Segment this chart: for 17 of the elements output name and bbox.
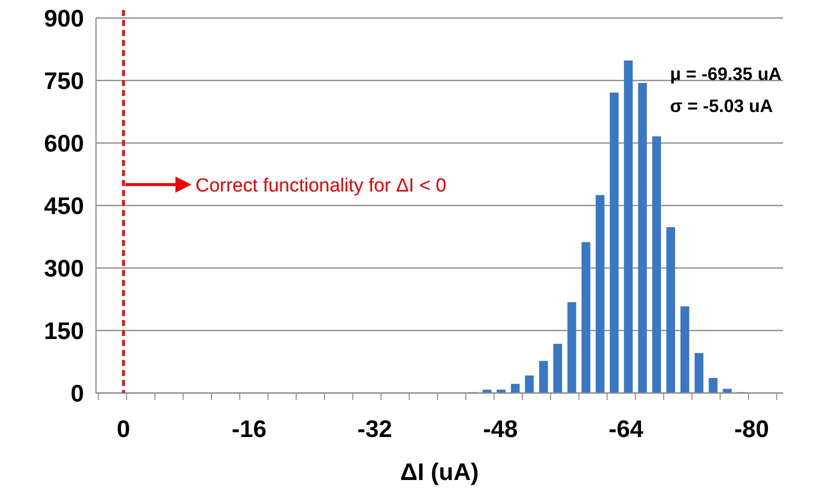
x-tick-label: -80 [734, 416, 769, 443]
x-tick-label: -64 [608, 416, 644, 443]
y-tick-label: 300 [44, 255, 84, 282]
x-tick-label: -48 [483, 416, 518, 443]
y-tick-label: 900 [44, 5, 84, 32]
x-tick-label: -32 [357, 416, 392, 443]
annotation: μ = -69.35 uA [670, 64, 782, 84]
y-tick-label: 150 [44, 318, 84, 345]
x-axis-title: ΔI (uA) [400, 459, 479, 486]
x-tick-label: -16 [232, 416, 266, 443]
annotation: σ = -5.03 uA [670, 96, 773, 116]
y-tick-label: 0 [70, 380, 84, 408]
y-tick-label: 600 [44, 130, 84, 158]
annotation: Correct functionality for ΔI < 0 [195, 176, 446, 197]
y-tick-label: 450 [44, 192, 84, 220]
y-tick-label: 750 [44, 68, 84, 95]
x-tick-label: 0 [116, 416, 130, 443]
